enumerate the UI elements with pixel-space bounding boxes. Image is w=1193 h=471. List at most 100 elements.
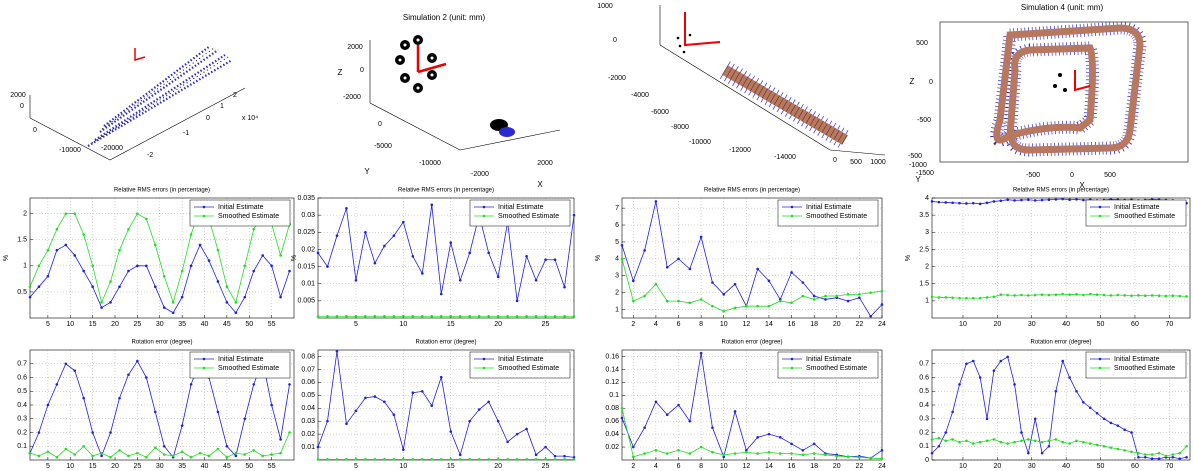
data-point: [632, 455, 635, 458]
data-point: [1006, 294, 1009, 297]
y-tick-label: -1000: [909, 162, 927, 169]
data-point: [64, 244, 67, 247]
data-point: [449, 315, 452, 318]
data-point: [252, 228, 255, 231]
data-point: [1123, 294, 1126, 297]
data-point: [421, 272, 424, 275]
x-tick-label: 60: [1131, 321, 1139, 328]
data-point: [82, 445, 85, 448]
data-point: [802, 295, 805, 298]
data-point: [1158, 457, 1161, 460]
legend-marker: [483, 367, 486, 370]
legend-label: Initial Estimate: [218, 356, 264, 363]
data-point: [666, 452, 669, 455]
data-point: [288, 431, 291, 434]
data-point: [869, 291, 872, 294]
chart-title: Rotation error (degree): [721, 340, 782, 346]
data-point: [412, 315, 415, 318]
annotation: x 10⁴: [242, 115, 258, 122]
data-point: [374, 395, 377, 398]
z-tick-label: 0: [613, 37, 617, 44]
data-point: [1103, 417, 1106, 420]
x-tick-label: 14: [765, 463, 773, 470]
figure: 210-1-20-10000-2000020000x 10⁴Simulation…: [0, 0, 1193, 471]
x-tick-label: 10: [959, 463, 967, 470]
data-point: [64, 448, 67, 451]
y-tick-label: -10000: [419, 160, 441, 167]
data-point: [1130, 431, 1133, 434]
data-point: [1027, 294, 1030, 297]
data-point: [1068, 198, 1071, 201]
data-point: [402, 448, 405, 451]
y-tick-label: 0.14: [605, 366, 619, 373]
y-tick-label: 0.08: [605, 405, 619, 412]
data-point: [1151, 457, 1154, 460]
data-point: [722, 293, 725, 296]
data-point: [261, 455, 264, 458]
data-point: [217, 249, 220, 252]
legend-marker: [1099, 358, 1102, 361]
y-tick-label: 0.01: [301, 444, 315, 451]
legend-marker: [1099, 215, 1102, 218]
data-point: [1020, 294, 1023, 297]
data-point: [1172, 294, 1175, 297]
data-point: [154, 244, 157, 247]
data-point: [1130, 450, 1133, 453]
data-point: [163, 445, 166, 448]
data-point: [1144, 456, 1147, 459]
data-point: [979, 441, 982, 444]
data-point: [938, 437, 941, 440]
x-tick-label: 5: [46, 321, 50, 328]
z-tick-label: 2000: [347, 44, 363, 51]
data-point: [56, 383, 59, 386]
data-point: [813, 443, 816, 446]
data-point: [677, 404, 680, 407]
data-point: [972, 202, 975, 205]
x-tick-label: 0: [833, 157, 837, 164]
data-point: [1061, 293, 1064, 296]
data-point: [563, 286, 566, 289]
y-tick-label: 0.5: [17, 388, 27, 395]
data-point: [38, 455, 41, 458]
data-point: [29, 452, 32, 455]
y-axis-label: %: [595, 255, 602, 261]
y-tick-label: 0.01: [301, 281, 315, 288]
data-point: [544, 315, 547, 318]
data-point: [217, 448, 220, 451]
y-tick-label: 0.5: [919, 388, 929, 395]
data-point: [355, 315, 358, 318]
data-point: [288, 270, 291, 273]
data-point: [364, 231, 367, 234]
data-point: [573, 315, 576, 318]
data-point: [181, 450, 184, 453]
data-point: [252, 270, 255, 273]
data-point: [449, 241, 452, 244]
x-tick-label: 6: [677, 463, 681, 470]
data-point: [208, 259, 211, 262]
z-tick-label: 0: [360, 67, 364, 74]
y-tick-label: 2: [925, 263, 929, 270]
legend-label: Smoothed Estimate: [498, 213, 559, 220]
y-tick-label: 5: [615, 239, 619, 246]
x-tick-label: 40: [1062, 463, 1070, 470]
data-point: [91, 265, 94, 268]
data-point: [345, 458, 348, 461]
data-point: [677, 449, 680, 452]
data-point: [1034, 417, 1037, 420]
data-point: [1006, 442, 1009, 445]
data-point: [317, 315, 320, 318]
data-point: [1185, 445, 1188, 448]
x-tick-label: 10: [66, 463, 74, 470]
data-point: [1185, 295, 1188, 298]
data-point: [986, 439, 989, 442]
data-point: [993, 200, 996, 203]
data-point: [243, 417, 246, 420]
data-point: [1020, 439, 1023, 442]
data-point: [136, 452, 139, 455]
data-point: [756, 436, 759, 439]
x-tick-label: 18: [810, 463, 818, 470]
x-tick-label: 0: [1070, 172, 1074, 179]
data-point: [554, 458, 557, 461]
data-point: [261, 254, 264, 257]
data-point: [402, 221, 405, 224]
